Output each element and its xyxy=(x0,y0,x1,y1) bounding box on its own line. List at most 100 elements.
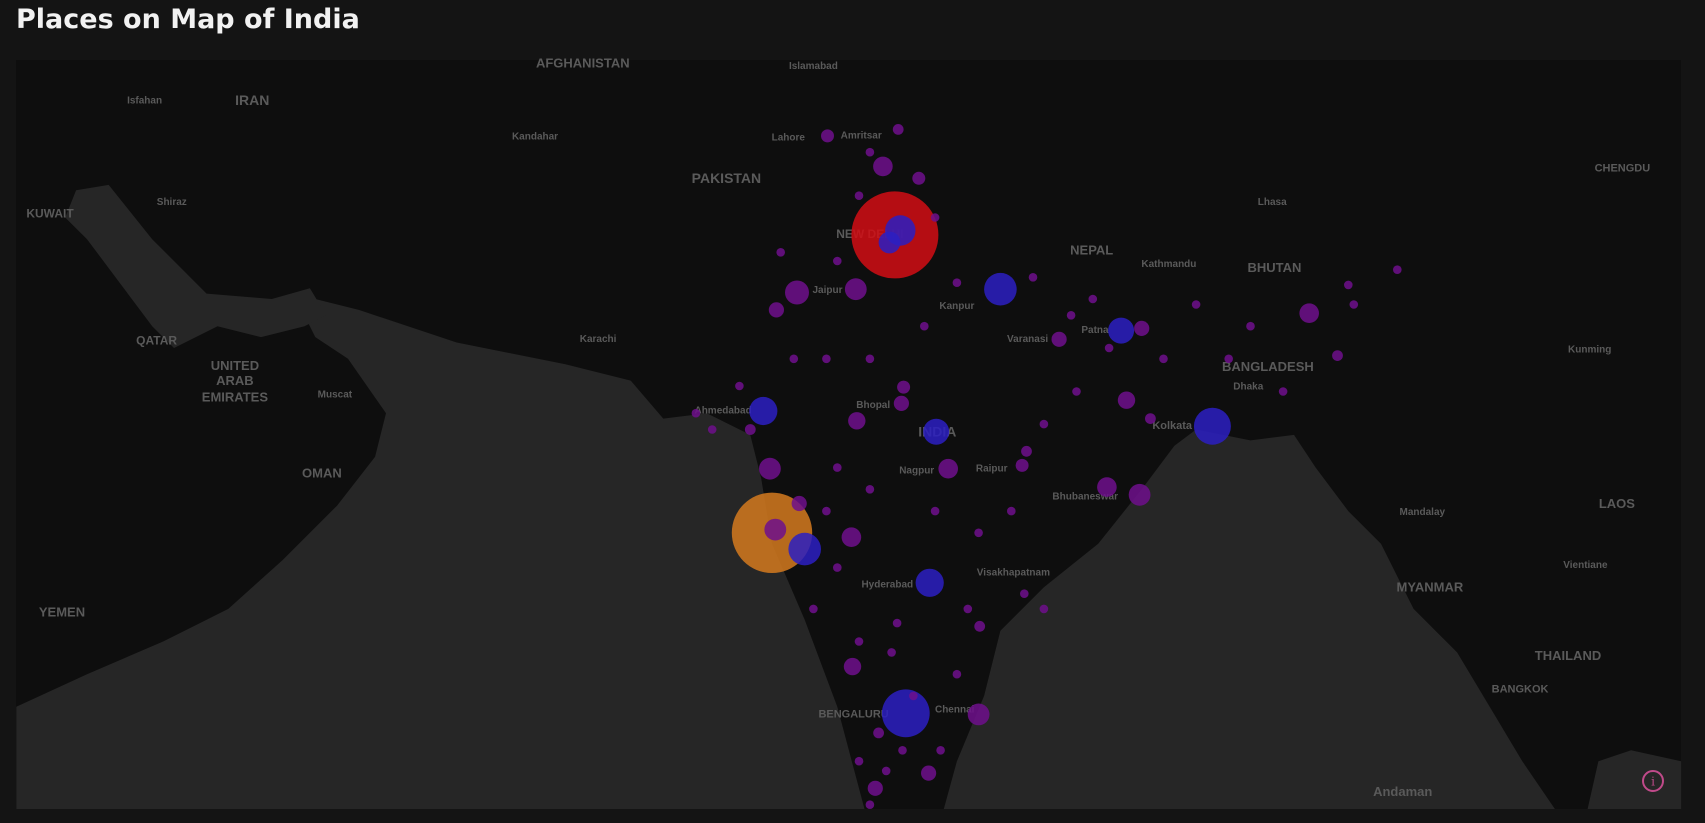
map-label: BHUTAN xyxy=(1247,260,1301,275)
place-bubble xyxy=(854,756,864,766)
place-bubble xyxy=(1159,354,1168,364)
place-bubble xyxy=(809,604,818,614)
place-bubble xyxy=(963,604,973,614)
place-bubble xyxy=(822,354,831,364)
map-label: OMAN xyxy=(302,466,342,481)
place-bubble xyxy=(912,171,926,185)
place-bubble xyxy=(821,129,834,143)
place-bubble xyxy=(1104,343,1114,353)
place-bubble xyxy=(887,648,896,657)
place-bubble xyxy=(768,302,785,318)
place-bubble xyxy=(952,669,962,679)
sea xyxy=(16,293,865,810)
place-bubble xyxy=(822,506,831,516)
place-bubble xyxy=(833,463,842,472)
place-bubble xyxy=(938,458,958,479)
map-label: Chennai xyxy=(935,705,975,716)
place-bubble xyxy=(691,408,701,418)
place-bubble xyxy=(974,620,986,632)
place-bubble xyxy=(1278,387,1288,396)
map-label: Kanpur xyxy=(939,301,974,312)
place-bubble xyxy=(1021,445,1032,457)
place-bubble xyxy=(984,272,1017,306)
map-label: NEPAL xyxy=(1070,243,1113,258)
place-bubble xyxy=(1072,387,1081,396)
place-bubble xyxy=(1015,458,1029,472)
place-bubble xyxy=(707,425,717,434)
place-bubble xyxy=(892,123,904,135)
map-label: PAKISTAN xyxy=(692,170,761,186)
map-label: BENGALURU xyxy=(818,708,888,720)
place-bubble xyxy=(854,637,864,646)
place-bubble xyxy=(1128,483,1151,506)
map-label: Bhubaneswar xyxy=(1052,492,1118,503)
place-bubble xyxy=(1299,303,1319,324)
place-bubble xyxy=(1007,506,1016,516)
map-label: YEMEN xyxy=(39,605,85,620)
info-button[interactable] xyxy=(1642,770,1664,792)
place-bubble xyxy=(1020,589,1029,598)
place-bubble xyxy=(1028,273,1038,282)
place-bubble xyxy=(1039,604,1049,614)
map-label: Amritsar xyxy=(841,131,882,142)
place-bubble xyxy=(1051,331,1067,347)
place-bubble xyxy=(930,506,940,516)
place-bubble xyxy=(1117,391,1136,409)
map-label: Hyderabad xyxy=(861,580,913,591)
info-icon[interactable]: i xyxy=(1651,775,1655,789)
place-bubble xyxy=(785,280,809,305)
place-bubble xyxy=(1097,477,1117,497)
place-bubble xyxy=(967,703,990,726)
place-bubble xyxy=(776,248,785,257)
map-label: Kandahar xyxy=(512,132,558,143)
place-bubble xyxy=(878,231,901,254)
map-label: Kathmandu xyxy=(1141,259,1196,270)
place-bubble xyxy=(1393,265,1402,275)
place-bubble xyxy=(1193,407,1231,445)
place-bubble xyxy=(881,766,891,776)
map-label: Ahmedabad xyxy=(694,406,751,417)
place-bubble xyxy=(974,528,983,538)
place-bubble xyxy=(1145,413,1156,424)
map-label: MYANMAR xyxy=(1397,580,1464,595)
place-bubble xyxy=(1108,317,1135,344)
place-bubble xyxy=(791,495,807,512)
map-label: Andaman xyxy=(1373,784,1432,799)
map-label: Islamabad xyxy=(789,61,838,72)
place-bubble xyxy=(749,396,778,426)
place-bubble xyxy=(898,746,907,755)
place-bubble xyxy=(915,568,944,597)
map-label: Dhaka xyxy=(1233,382,1263,393)
map-label: Patna xyxy=(1081,325,1109,336)
place-bubble xyxy=(848,412,866,430)
place-bubble xyxy=(1066,311,1076,320)
place-bubble xyxy=(1349,300,1359,309)
map-label: Bhopal xyxy=(856,400,890,411)
map-label: Jaipur xyxy=(812,285,842,296)
place-bubble xyxy=(764,518,787,541)
map-label: Visakhapatnam xyxy=(977,568,1050,579)
place-bubble xyxy=(893,395,910,411)
place-bubble xyxy=(865,485,875,494)
map-label: BANGKOK xyxy=(1492,683,1549,695)
place-bubble xyxy=(759,457,781,480)
sea xyxy=(943,429,1555,809)
map-label: Lahore xyxy=(772,133,806,144)
sea xyxy=(65,184,327,348)
place-bubble xyxy=(735,381,744,391)
place-bubble xyxy=(789,354,799,364)
place-bubble xyxy=(921,765,937,781)
sea xyxy=(1587,750,1682,809)
map-label: Kolkata xyxy=(1152,420,1193,432)
place-bubble xyxy=(788,532,821,566)
map-label: Kunming xyxy=(1568,345,1611,356)
map-label: AFGHANISTAN xyxy=(536,56,630,71)
map-label: Mandalay xyxy=(1400,507,1446,518)
place-bubble xyxy=(1224,354,1233,364)
place-bubble xyxy=(873,727,884,739)
place-bubble xyxy=(873,156,893,177)
map-label: Karachi xyxy=(580,334,617,345)
map-label: ARAB xyxy=(216,373,254,388)
